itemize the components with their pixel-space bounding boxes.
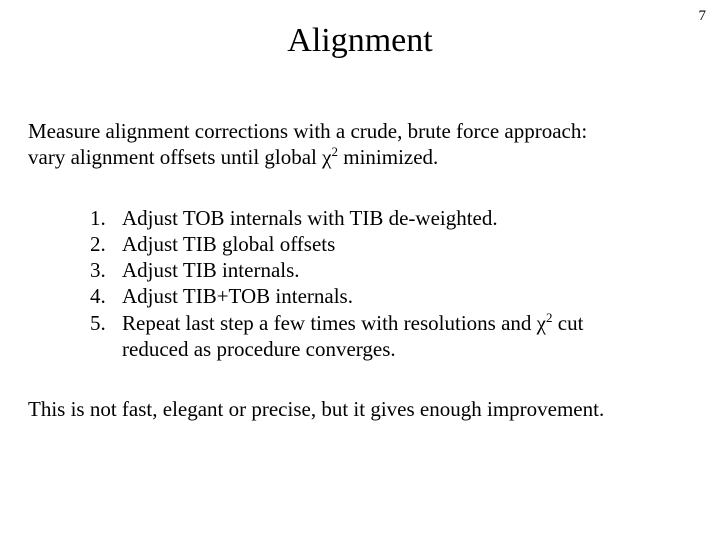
- step-text: Adjust TIB global offsets: [122, 231, 652, 257]
- step-text: Adjust TIB+TOB internals.: [122, 283, 652, 309]
- closing-paragraph: This is not fast, elegant or precise, bu…: [28, 396, 692, 422]
- intro-line1: Measure alignment corrections with a cru…: [28, 119, 587, 143]
- intro-line2-b: minimized.: [338, 145, 438, 169]
- step-number: 4.: [90, 283, 122, 309]
- step-number: 1.: [90, 205, 122, 231]
- list-item: 3. Adjust TIB internals.: [90, 257, 652, 283]
- list-item: 5. Repeat last step a few times with res…: [90, 310, 652, 363]
- slide-title: Alignment: [28, 22, 692, 60]
- step-number: 5.: [90, 310, 122, 363]
- intro-paragraph: Measure alignment corrections with a cru…: [28, 118, 692, 171]
- chi-symbol: χ: [537, 311, 546, 335]
- steps-list: 1. Adjust TOB internals with TIB de-weig…: [90, 205, 652, 363]
- step-text: Adjust TIB internals.: [122, 257, 652, 283]
- page-number: 7: [699, 8, 707, 25]
- intro-line2-a: vary alignment offsets until global: [28, 145, 322, 169]
- step-number: 3.: [90, 257, 122, 283]
- step-number: 2.: [90, 231, 122, 257]
- step5-a: Repeat last step a few times with resolu…: [122, 311, 537, 335]
- slide: 7 Alignment Measure alignment correction…: [0, 0, 720, 540]
- list-item: 1. Adjust TOB internals with TIB de-weig…: [90, 205, 652, 231]
- list-item: 4. Adjust TIB+TOB internals.: [90, 283, 652, 309]
- step-text: Adjust TOB internals with TIB de-weighte…: [122, 205, 652, 231]
- list-item: 2. Adjust TIB global offsets: [90, 231, 652, 257]
- step-text: Repeat last step a few times with resolu…: [122, 310, 652, 363]
